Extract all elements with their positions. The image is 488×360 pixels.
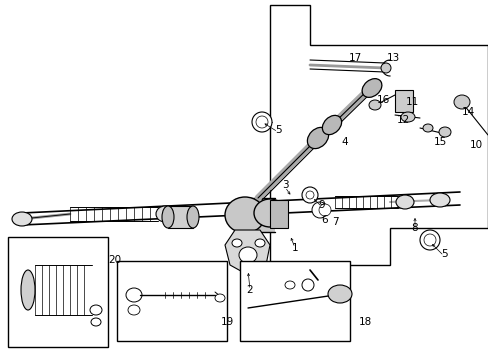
Ellipse shape bbox=[12, 212, 32, 226]
Ellipse shape bbox=[302, 187, 317, 203]
Ellipse shape bbox=[215, 294, 224, 302]
Ellipse shape bbox=[362, 78, 381, 97]
Text: 10: 10 bbox=[468, 140, 482, 150]
Ellipse shape bbox=[239, 247, 257, 263]
Bar bbox=[8, 237, 108, 347]
Ellipse shape bbox=[307, 127, 328, 149]
Ellipse shape bbox=[380, 63, 390, 73]
Bar bbox=[117, 261, 226, 341]
Text: 3: 3 bbox=[281, 180, 288, 190]
Text: 5: 5 bbox=[440, 249, 447, 259]
Ellipse shape bbox=[251, 112, 271, 132]
Ellipse shape bbox=[322, 116, 341, 135]
Ellipse shape bbox=[453, 95, 469, 109]
Polygon shape bbox=[224, 230, 269, 275]
Ellipse shape bbox=[438, 127, 450, 137]
Bar bbox=[269, 200, 287, 228]
Ellipse shape bbox=[305, 191, 313, 199]
Text: 11: 11 bbox=[405, 97, 418, 107]
Ellipse shape bbox=[21, 270, 35, 310]
Polygon shape bbox=[269, 5, 487, 265]
Text: 4: 4 bbox=[341, 137, 347, 147]
Ellipse shape bbox=[423, 234, 435, 246]
Ellipse shape bbox=[126, 288, 142, 302]
Text: 18: 18 bbox=[358, 317, 371, 327]
Ellipse shape bbox=[318, 204, 330, 216]
Ellipse shape bbox=[429, 193, 449, 207]
Text: 15: 15 bbox=[432, 137, 446, 147]
Ellipse shape bbox=[302, 279, 313, 291]
Ellipse shape bbox=[368, 100, 380, 110]
Text: 16: 16 bbox=[376, 95, 389, 105]
Ellipse shape bbox=[395, 195, 413, 209]
Ellipse shape bbox=[90, 305, 102, 315]
Ellipse shape bbox=[253, 199, 285, 227]
Ellipse shape bbox=[327, 285, 351, 303]
Ellipse shape bbox=[419, 230, 439, 250]
Text: 17: 17 bbox=[347, 53, 361, 63]
Text: 20: 20 bbox=[108, 255, 122, 265]
Ellipse shape bbox=[311, 202, 327, 218]
Bar bbox=[240, 261, 349, 341]
Ellipse shape bbox=[256, 116, 267, 128]
Text: 19: 19 bbox=[220, 317, 233, 327]
Ellipse shape bbox=[231, 239, 242, 247]
Ellipse shape bbox=[254, 239, 264, 247]
Ellipse shape bbox=[224, 197, 264, 233]
Ellipse shape bbox=[422, 124, 432, 132]
Text: 9: 9 bbox=[318, 200, 325, 210]
Text: 5: 5 bbox=[274, 125, 281, 135]
Bar bbox=[394, 90, 412, 112]
Ellipse shape bbox=[91, 318, 101, 326]
Text: 6: 6 bbox=[321, 215, 327, 225]
Ellipse shape bbox=[400, 112, 414, 122]
Text: 13: 13 bbox=[386, 53, 399, 63]
Bar bbox=[168, 206, 193, 228]
Text: 12: 12 bbox=[396, 115, 409, 125]
Text: 2: 2 bbox=[246, 285, 253, 295]
Ellipse shape bbox=[128, 305, 140, 315]
Ellipse shape bbox=[156, 206, 174, 222]
Text: 8: 8 bbox=[411, 223, 417, 233]
Text: 14: 14 bbox=[461, 107, 474, 117]
Bar bbox=[244, 198, 274, 232]
Ellipse shape bbox=[162, 206, 174, 228]
Text: 1: 1 bbox=[291, 243, 298, 253]
Ellipse shape bbox=[186, 206, 199, 228]
Text: 7: 7 bbox=[331, 217, 338, 227]
Ellipse shape bbox=[285, 281, 294, 289]
